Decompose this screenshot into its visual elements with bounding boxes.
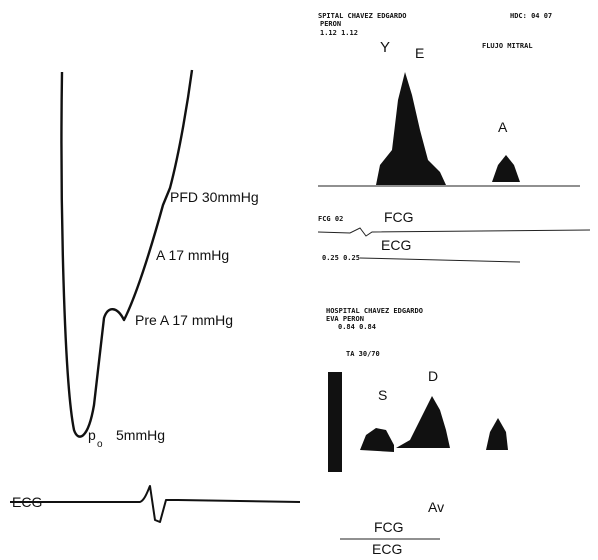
- label-e: E: [415, 45, 424, 61]
- label-ecg-2: ECG: [372, 541, 402, 557]
- label-p-value: 5mmHg: [116, 427, 165, 443]
- label-fcg-2: FCG: [374, 519, 404, 535]
- figure: PFD 30mmHg A 17 mmHg Pre A 17 mmHg p o 5…: [0, 0, 598, 560]
- label-d: D: [428, 368, 438, 384]
- header-right: HDC: 04 07: [510, 12, 552, 20]
- scale2: 0.25 0.25: [322, 254, 360, 262]
- label-s: S: [378, 387, 387, 403]
- label-p-sub: o: [97, 439, 103, 450]
- label-p: p: [88, 427, 96, 443]
- header: SPITAL CHAVEZ EDGARDO: [318, 12, 407, 20]
- label-y: Y: [380, 39, 390, 56]
- scale-2: 0.84 0.84: [338, 323, 376, 331]
- label-a-wave: A: [498, 119, 508, 135]
- patient: PERON: [320, 20, 341, 28]
- caption: FLUJO MITRAL: [482, 42, 533, 50]
- label-pre-a: Pre A 17 mmHg: [135, 312, 233, 328]
- label-ecg-top: ECG: [381, 237, 411, 253]
- label-av: Av: [428, 499, 444, 515]
- patient-2: EVA PERON: [326, 315, 364, 323]
- scale-bar: [328, 372, 342, 472]
- label-fcg: FCG: [384, 209, 414, 225]
- scale: 1.12 1.12: [320, 29, 358, 37]
- header-2: HOSPITAL CHAVEZ EDGARDO: [326, 307, 423, 315]
- background: [0, 0, 598, 560]
- fcg-code: FCG 02: [318, 215, 343, 223]
- ta: TA 30/70: [346, 350, 380, 358]
- label-a: A 17 mmHg: [156, 247, 229, 263]
- label-pfd: PFD 30mmHg: [170, 189, 259, 205]
- label-ecg: ECG: [12, 494, 42, 510]
